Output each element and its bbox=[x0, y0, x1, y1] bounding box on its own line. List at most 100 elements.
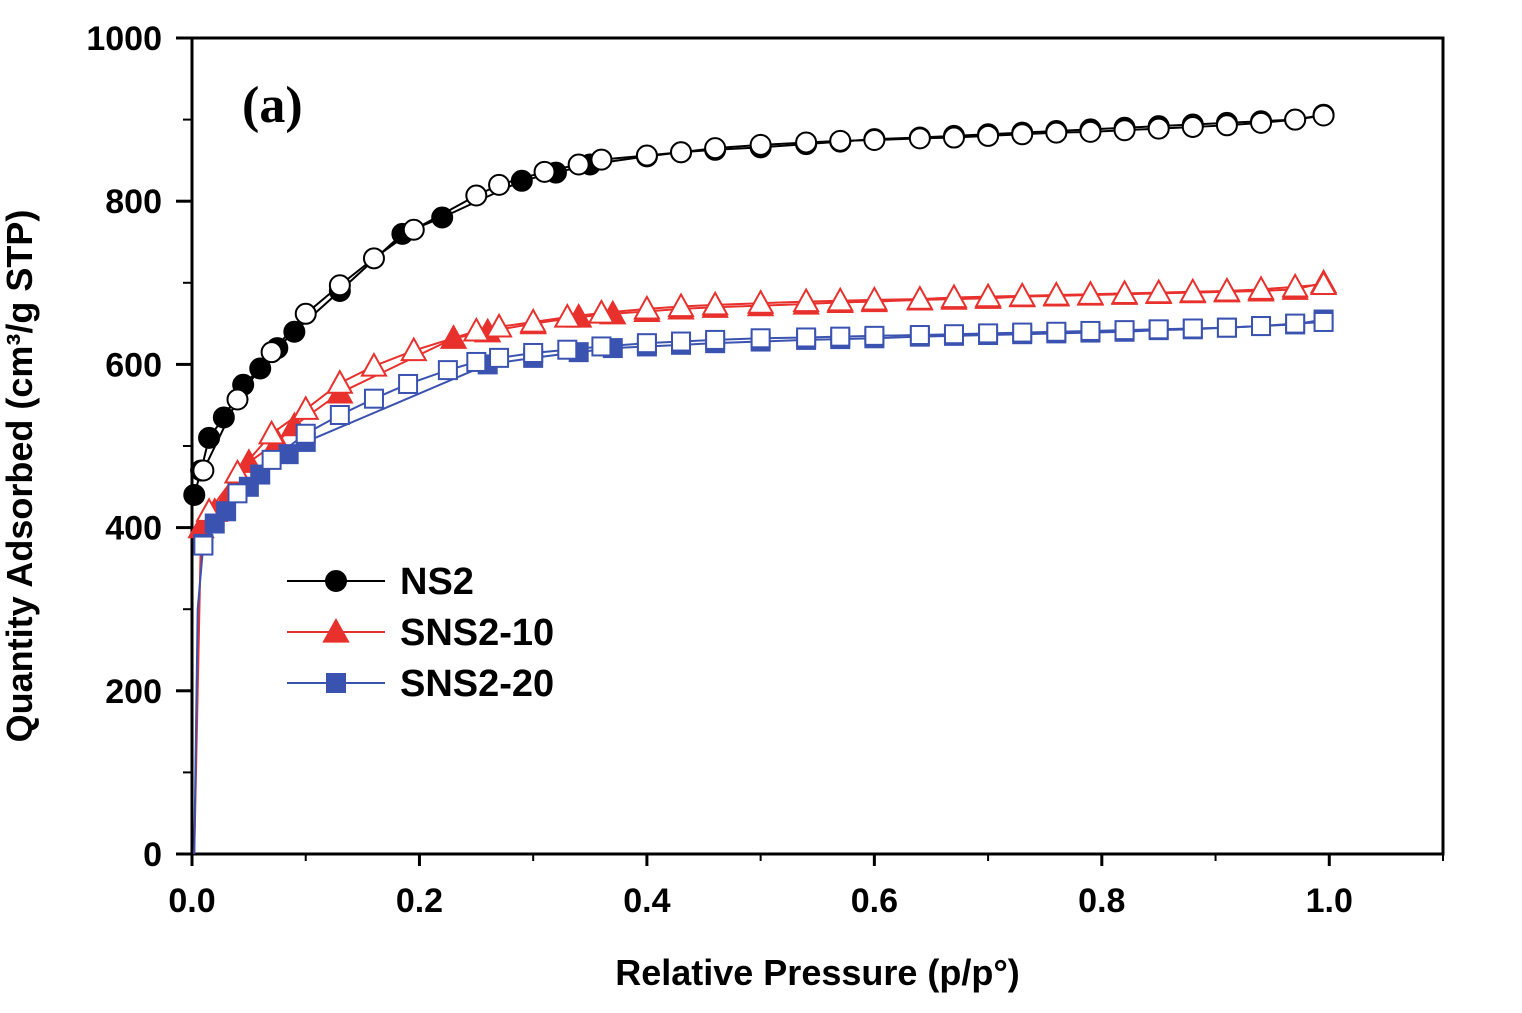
x-tick-label: 0.4 bbox=[623, 882, 670, 920]
y-axis-title: Quantity Adsorbed (cm³/g STP) bbox=[0, 210, 40, 743]
desorption-point bbox=[295, 423, 316, 444]
desorption-point bbox=[260, 341, 283, 364]
adsorption-point bbox=[431, 206, 454, 229]
legend-item-sns2-20: SNS2-20 bbox=[287, 663, 554, 705]
desorption-point bbox=[400, 336, 428, 362]
desorption-point bbox=[329, 404, 350, 425]
desorption-point bbox=[1076, 280, 1105, 305]
desorption-point bbox=[1312, 104, 1335, 127]
plot-frame bbox=[190, 36, 1445, 856]
desorption-point bbox=[1080, 320, 1101, 341]
adsorption-point bbox=[183, 483, 206, 506]
adsorption-point bbox=[249, 357, 272, 380]
desorption-point bbox=[826, 286, 854, 312]
y-tick-label: 400 bbox=[105, 510, 162, 548]
desorption-point bbox=[1179, 277, 1207, 303]
desorption-point bbox=[193, 535, 214, 556]
desorption-point bbox=[328, 274, 351, 297]
legend-marker bbox=[326, 673, 346, 693]
desorption-point bbox=[553, 303, 581, 328]
x-axis-title: Relative Pressure (p/p°) bbox=[615, 952, 1020, 993]
desorption-point bbox=[1148, 319, 1169, 340]
adsorption-point bbox=[439, 324, 468, 349]
series-group bbox=[183, 103, 1338, 855]
desorption-point bbox=[1216, 317, 1237, 338]
desorption-point bbox=[1281, 272, 1309, 298]
desorption-line bbox=[202, 320, 1324, 547]
desorption-point bbox=[227, 483, 248, 504]
legend: NS2 SNS2-10 SNS2-20 bbox=[287, 561, 554, 705]
desorption-point bbox=[792, 287, 820, 313]
desorption-point bbox=[1309, 270, 1338, 296]
desorption-point bbox=[1247, 275, 1275, 300]
legend-label: SNS2-20 bbox=[400, 663, 554, 705]
desorption-point bbox=[667, 292, 695, 318]
panel-label: (a) bbox=[242, 77, 303, 134]
desorption-point bbox=[671, 331, 692, 352]
desorption-point bbox=[587, 298, 616, 324]
desorption-point bbox=[633, 294, 661, 320]
desorption-point bbox=[978, 323, 999, 344]
desorption-point bbox=[557, 339, 578, 360]
desorption-point bbox=[1284, 108, 1307, 131]
desorption-point bbox=[1182, 318, 1203, 339]
adsorption-line bbox=[193, 281, 1324, 855]
labels-group: (a) Relative Pressure (p/p°) Quantity Ad… bbox=[0, 77, 1020, 993]
desorption-point bbox=[974, 282, 1002, 308]
desorption-point bbox=[1144, 278, 1173, 304]
desorption-point bbox=[705, 329, 726, 350]
adsorption-point bbox=[250, 464, 271, 485]
desorption-point bbox=[829, 129, 852, 152]
desorption-point bbox=[909, 325, 930, 346]
legend-label: NS2 bbox=[400, 561, 474, 603]
desorption-point bbox=[192, 459, 215, 482]
desorption-point bbox=[749, 133, 772, 156]
legend-item-ns2: NS2 bbox=[287, 561, 474, 603]
desorption-point bbox=[670, 141, 693, 164]
desorption-point bbox=[1046, 321, 1067, 342]
axes-group: 0.0 0.2 0.4 0.6 0.8 1.0 0 200 400 600 800 1000 bbox=[86, 20, 1445, 920]
desorption-point bbox=[750, 328, 771, 349]
desorption-point bbox=[860, 285, 889, 311]
desorption-point bbox=[398, 373, 419, 394]
desorption-point bbox=[1079, 120, 1102, 143]
x-tick-label: 0.0 bbox=[168, 882, 215, 920]
series-sns2-20 bbox=[193, 309, 1334, 855]
y-tick-label: 0 bbox=[143, 836, 162, 874]
x-tick-label: 1.0 bbox=[1306, 882, 1353, 920]
desorption-point bbox=[1213, 276, 1241, 302]
legend-item-sns2-10: SNS2-10 bbox=[287, 612, 554, 654]
desorption-point bbox=[1008, 281, 1036, 307]
desorption-point bbox=[942, 126, 965, 149]
desorption-point bbox=[466, 351, 487, 372]
desorption-point bbox=[326, 369, 354, 394]
desorption-point bbox=[360, 351, 388, 377]
x-tick-label: 0.2 bbox=[396, 882, 443, 920]
adsorption-point bbox=[198, 426, 221, 449]
desorption-point bbox=[864, 325, 885, 346]
adsorption-point bbox=[212, 406, 235, 429]
desorption-point bbox=[1251, 316, 1272, 337]
desorption-point bbox=[292, 395, 320, 420]
adsorption-line bbox=[193, 318, 1324, 855]
y-tick-label: 1000 bbox=[86, 20, 162, 58]
desorption-point bbox=[437, 360, 458, 381]
desorption-point bbox=[863, 129, 886, 151]
desorption-point bbox=[489, 347, 510, 368]
desorption-point bbox=[519, 307, 547, 333]
desorption-point bbox=[488, 173, 511, 196]
desorption-point bbox=[226, 388, 249, 411]
x-tick-label: 0.6 bbox=[851, 882, 898, 920]
legend-marker bbox=[322, 617, 350, 643]
desorption-point bbox=[830, 326, 851, 347]
desorption-point bbox=[1147, 117, 1170, 140]
desorption-point bbox=[590, 148, 613, 171]
legend-marker bbox=[325, 570, 347, 592]
desorption-point bbox=[908, 127, 931, 150]
desorption-point bbox=[1110, 279, 1139, 305]
desorption-point bbox=[363, 388, 384, 409]
legend-label: SNS2-10 bbox=[400, 612, 554, 654]
desorption-point bbox=[943, 324, 964, 345]
desorption-point bbox=[485, 312, 513, 338]
